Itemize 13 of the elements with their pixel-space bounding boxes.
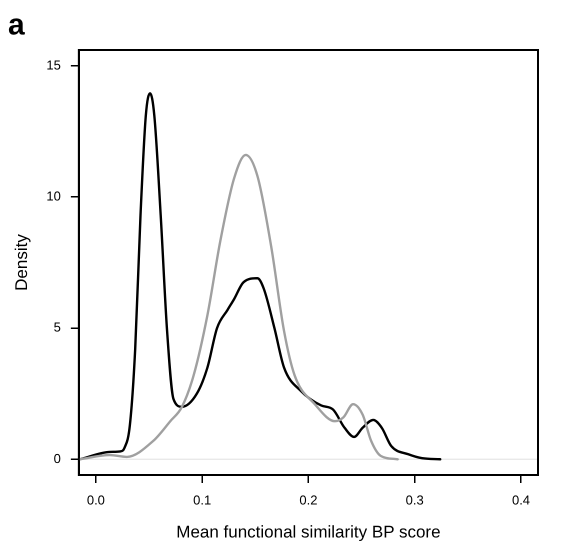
chart-title: a — [8, 8, 25, 42]
x-tick-label: 0.2 — [299, 492, 318, 508]
y-tick-label: 5 — [54, 320, 61, 335]
y-axis-title: Density — [12, 234, 31, 291]
x-tick-label: 0.0 — [86, 492, 105, 508]
y-tick-label: 0 — [54, 450, 61, 466]
y-tick-label: 15 — [46, 57, 61, 72]
line-series — [78, 154, 399, 460]
y-tick-label: 10 — [46, 188, 61, 204]
x-tick-label: 0.3 — [406, 492, 424, 508]
x-tick-label: 0.1 — [193, 492, 212, 508]
x-axis-title: Mean functional similarity BP score — [176, 522, 441, 542]
x-tick-label: 0.4 — [512, 492, 530, 508]
